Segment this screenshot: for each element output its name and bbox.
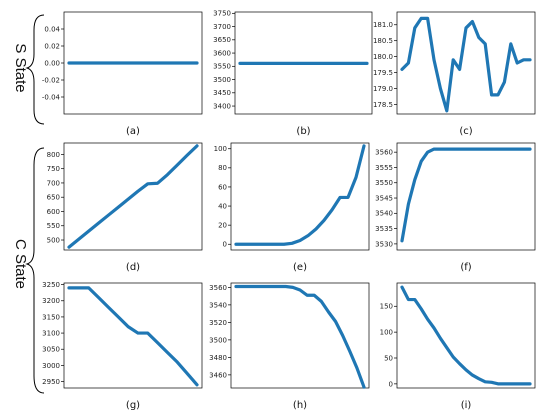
- ytick-label-a: 0.04: [44, 25, 60, 33]
- ytick-label-f: 3555: [375, 164, 393, 172]
- ytick-label-h: 3480: [209, 354, 227, 362]
- ytick-label-b: 3650: [213, 36, 231, 44]
- series-line-h: [234, 284, 366, 389]
- s-state-group: S State: [12, 14, 45, 125]
- plot-frame-g: [63, 282, 203, 389]
- ytick-label-c: 181.0: [373, 21, 393, 29]
- panel-e: 100 80 60 40 20 0 (e): [214, 142, 370, 273]
- ytick-label-g: 2950: [42, 378, 60, 386]
- series-line-e: [234, 144, 366, 246]
- s-state-label: S State: [12, 43, 29, 92]
- ytick-label-h: 3540: [209, 301, 227, 309]
- ytick-label-c: 179.5: [373, 69, 393, 77]
- caption-b: (b): [296, 126, 310, 137]
- ytick-label-b: 3600: [213, 49, 231, 57]
- series-line-i: [400, 285, 532, 386]
- caption-f: (f): [460, 262, 471, 273]
- ytick-label-e: 20: [218, 222, 227, 230]
- ytick-label-h: 3520: [209, 319, 227, 327]
- ytick-label-b: 3450: [213, 89, 231, 97]
- panel-b: 3750 3700 3650 3600 3550 3500 3450 3400 (b): [213, 10, 373, 137]
- caption-h: (h): [293, 400, 307, 411]
- ytick-label-g: 3250: [42, 281, 60, 289]
- ytick-label-i: 150: [380, 303, 393, 311]
- series-line-g: [67, 286, 199, 387]
- ytick-label-g: 3000: [42, 362, 60, 370]
- ytick-label-b: 3700: [213, 23, 231, 31]
- ytick-label-f: 3550: [375, 179, 393, 187]
- caption-c: (c): [459, 126, 472, 137]
- ytick-label-c: 178.5: [373, 101, 393, 109]
- ytick-label-c: 180.5: [373, 37, 393, 45]
- ytick-label-a: -0.02: [42, 76, 60, 84]
- ytick-label-e: 100: [214, 145, 227, 153]
- ytick-label-f: 3560: [375, 149, 393, 157]
- plot-frame-h: [230, 282, 370, 389]
- ytick-label-b: 3550: [213, 63, 231, 71]
- plot-frame-i: [396, 282, 536, 389]
- caption-g: (g): [126, 400, 140, 411]
- plot-frame-d: [63, 142, 203, 251]
- ytick-label-g: 3100: [42, 329, 60, 337]
- caption-e: (e): [293, 262, 307, 273]
- ytick-label-d: 650: [47, 194, 60, 202]
- ytick-label-b: 3500: [213, 76, 231, 84]
- ytick-label-i: 0: [389, 380, 393, 388]
- panel-h: 3560 3540 3520 3500 3480 3460 (h): [209, 282, 370, 411]
- ytick-label-d: 800: [47, 151, 60, 159]
- ytick-label-d: 700: [47, 179, 60, 187]
- ytick-label-h: 3460: [209, 371, 227, 379]
- c-state-label: C State: [12, 239, 29, 289]
- ytick-label-a: -0.04: [42, 93, 61, 101]
- ytick-label-b: 3750: [213, 10, 231, 18]
- ytick-label-g: 3200: [42, 297, 60, 305]
- ytick-label-f: 3535: [375, 225, 393, 233]
- ytick-label-f: 3545: [375, 194, 393, 202]
- panel-i: 150 100 50 0 (i): [380, 282, 536, 411]
- panel-a: 0.04 0.02 0.00 -0.02 -0.04 (a): [42, 11, 203, 137]
- ytick-label-c: 179.0: [373, 85, 393, 93]
- series-line-d: [67, 144, 199, 249]
- ytick-label-d: 750: [47, 165, 60, 173]
- ytick-label-f: 3530: [375, 240, 393, 248]
- ytick-label-e: 40: [218, 202, 227, 210]
- ytick-label-b: 3400: [213, 102, 231, 110]
- ytick-label-d: 600: [47, 208, 60, 216]
- c-state-group: C State: [12, 147, 45, 394]
- ytick-label-i: 100: [380, 329, 393, 337]
- ytick-label-f: 3540: [375, 210, 393, 218]
- c-state-brace: [25, 147, 45, 394]
- panels: 0.04 0.02 0.00 -0.02 -0.04 (a) 3750 3700 3650 360…: [42, 10, 536, 411]
- ytick-label-c: 180.0: [373, 53, 393, 61]
- ytick-label-g: 3150: [42, 313, 60, 321]
- s-state-brace: [25, 14, 45, 125]
- plot-frame-f: [396, 142, 536, 251]
- ytick-label-g: 3050: [42, 346, 60, 354]
- panel-c: 181.0 180.5 180.0 179.5 179.0 178.5 (c): [373, 11, 536, 137]
- caption-i: (i): [461, 400, 472, 411]
- caption-a: (a): [126, 126, 140, 137]
- plot-frame-e: [230, 142, 370, 251]
- ytick-label-e: 80: [218, 164, 227, 172]
- panel-g: 3250 3200 3150 3100 3050 3000 2950 (g): [42, 281, 203, 411]
- ytick-label-h: 3560: [209, 284, 227, 292]
- series-line-c: [400, 16, 532, 113]
- panel-f: 3560 3555 3550 3545 3540 3535 3530 (f): [375, 142, 536, 273]
- ytick-label-a: 0.00: [44, 59, 60, 67]
- ytick-label-h: 3500: [209, 336, 227, 344]
- plot-frame-b: [234, 11, 373, 115]
- ytick-label-a: 0.02: [44, 42, 60, 50]
- panel-d: 800 750 700 650 600 550 500 (d): [47, 142, 203, 273]
- ytick-label-e: 0: [223, 241, 227, 249]
- series-line-f: [400, 147, 532, 243]
- ytick-label-i: 50: [384, 354, 393, 362]
- caption-d: (d): [126, 262, 140, 273]
- plot-frame-c: [396, 11, 536, 115]
- ytick-label-d: 500: [47, 236, 60, 244]
- ytick-label-d: 550: [47, 222, 60, 230]
- ytick-label-e: 60: [218, 183, 227, 191]
